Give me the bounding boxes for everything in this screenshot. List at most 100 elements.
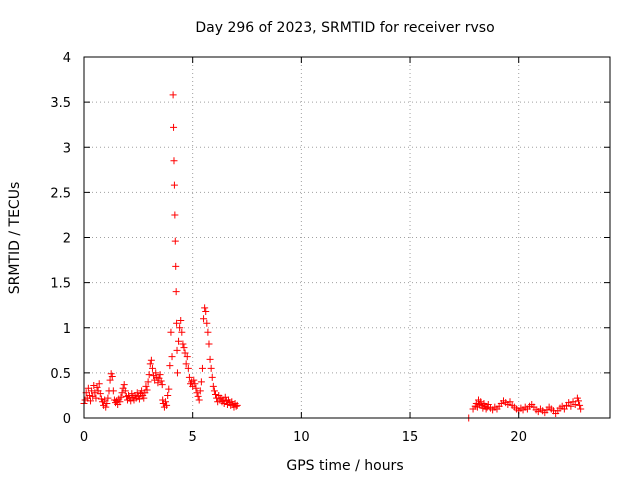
data-point: [96, 390, 104, 398]
data-point: [179, 340, 187, 348]
data-point: [184, 364, 192, 372]
data-point: [154, 379, 162, 387]
data-point: [209, 382, 217, 390]
data-point: [208, 373, 216, 381]
data-point: [200, 315, 208, 323]
y-tick-label: 0: [63, 412, 71, 427]
data-point: [172, 288, 180, 296]
data-point: [117, 393, 125, 401]
data-point: [171, 237, 179, 245]
data-point: [232, 402, 240, 410]
data-point: [169, 91, 177, 99]
data-point: [196, 387, 204, 395]
data-point: [183, 353, 191, 361]
data-point: [571, 400, 579, 408]
x-tick-label: 10: [293, 430, 310, 445]
x-tick-labels: 0 5 10 15 20: [80, 430, 527, 445]
x-axis-label: GPS time / hours: [286, 458, 403, 474]
y-tick-label: 3: [63, 141, 71, 156]
data-point: [95, 380, 103, 388]
data-point: [168, 353, 176, 361]
data-point: [165, 385, 173, 393]
data-point: [576, 401, 584, 409]
data-point: [135, 395, 143, 403]
data-point: [193, 389, 201, 397]
data-point: [142, 382, 150, 390]
data-point: [185, 373, 193, 381]
x-tick-label: 20: [510, 430, 527, 445]
data-point: [85, 391, 93, 399]
data-point: [87, 397, 95, 405]
data-point: [116, 398, 124, 406]
data-point: [158, 381, 166, 389]
data-point: [173, 319, 181, 327]
data-point: [147, 356, 155, 364]
y-tick-label: 0.5: [50, 367, 71, 382]
y-tick-labels: 0 0.5 1 1.5 2 2.5 3 3.5 4: [50, 51, 71, 427]
data-point: [198, 364, 206, 372]
data-point: [182, 360, 190, 368]
data-point: [140, 394, 148, 402]
y-tick-label: 1: [63, 322, 71, 337]
data-point: [201, 304, 209, 312]
data-point: [173, 369, 181, 377]
data-point: [90, 382, 98, 390]
data-point: [108, 372, 116, 380]
data-point: [170, 181, 178, 189]
data-point: [103, 400, 111, 408]
data-point: [152, 369, 160, 377]
data-point: [181, 349, 189, 357]
data-point: [192, 384, 200, 392]
data-point: [172, 262, 180, 270]
data-point: [91, 389, 99, 397]
data-point: [177, 317, 185, 325]
x-tick-label: 0: [80, 430, 88, 445]
data-point: [482, 405, 490, 413]
data-point: [118, 389, 126, 397]
data-point: [484, 400, 492, 408]
data-point: [156, 371, 164, 379]
data-point: [109, 387, 117, 395]
y-tick-label: 2: [63, 232, 71, 247]
data-point: [128, 390, 136, 398]
data-point: [106, 376, 114, 384]
data-point: [212, 391, 219, 399]
data-point: [92, 394, 100, 402]
data-point: [567, 402, 575, 410]
data-point: [173, 346, 181, 354]
data-point: [170, 157, 178, 165]
data-point: [206, 355, 214, 363]
data-point: [171, 211, 179, 219]
grid-lines: [84, 57, 610, 418]
data-point: [190, 376, 198, 384]
data-point: [167, 328, 175, 336]
data-point: [170, 123, 178, 131]
chart-title: Day 296 of 2023, SRMTID for receiver rvs…: [195, 20, 494, 36]
data-point: [120, 381, 128, 389]
data-point: [565, 399, 573, 407]
data-point: [164, 391, 172, 399]
data-point: [101, 396, 109, 404]
data-point: [577, 405, 585, 413]
data-point: [127, 397, 135, 405]
data-point: [197, 378, 205, 386]
data-point: [233, 401, 241, 409]
y-axis-label: SRMTID / TECUs: [7, 182, 23, 295]
data-point: [145, 371, 153, 379]
data-point: [477, 398, 485, 406]
data-point: [93, 383, 101, 391]
data-point: [133, 389, 141, 397]
data-point: [204, 328, 212, 336]
data-point: [178, 328, 186, 336]
data-point: [195, 396, 203, 404]
x-tick-label: 5: [189, 430, 197, 445]
data-point: [506, 398, 514, 406]
data-point: [144, 378, 152, 386]
data-point: [176, 324, 184, 332]
data-point: [203, 319, 211, 327]
y-tick-label: 1.5: [50, 277, 71, 292]
data-point: [194, 392, 202, 400]
data-point: [121, 387, 129, 395]
data-point: [162, 398, 170, 406]
data-point: [148, 364, 156, 372]
